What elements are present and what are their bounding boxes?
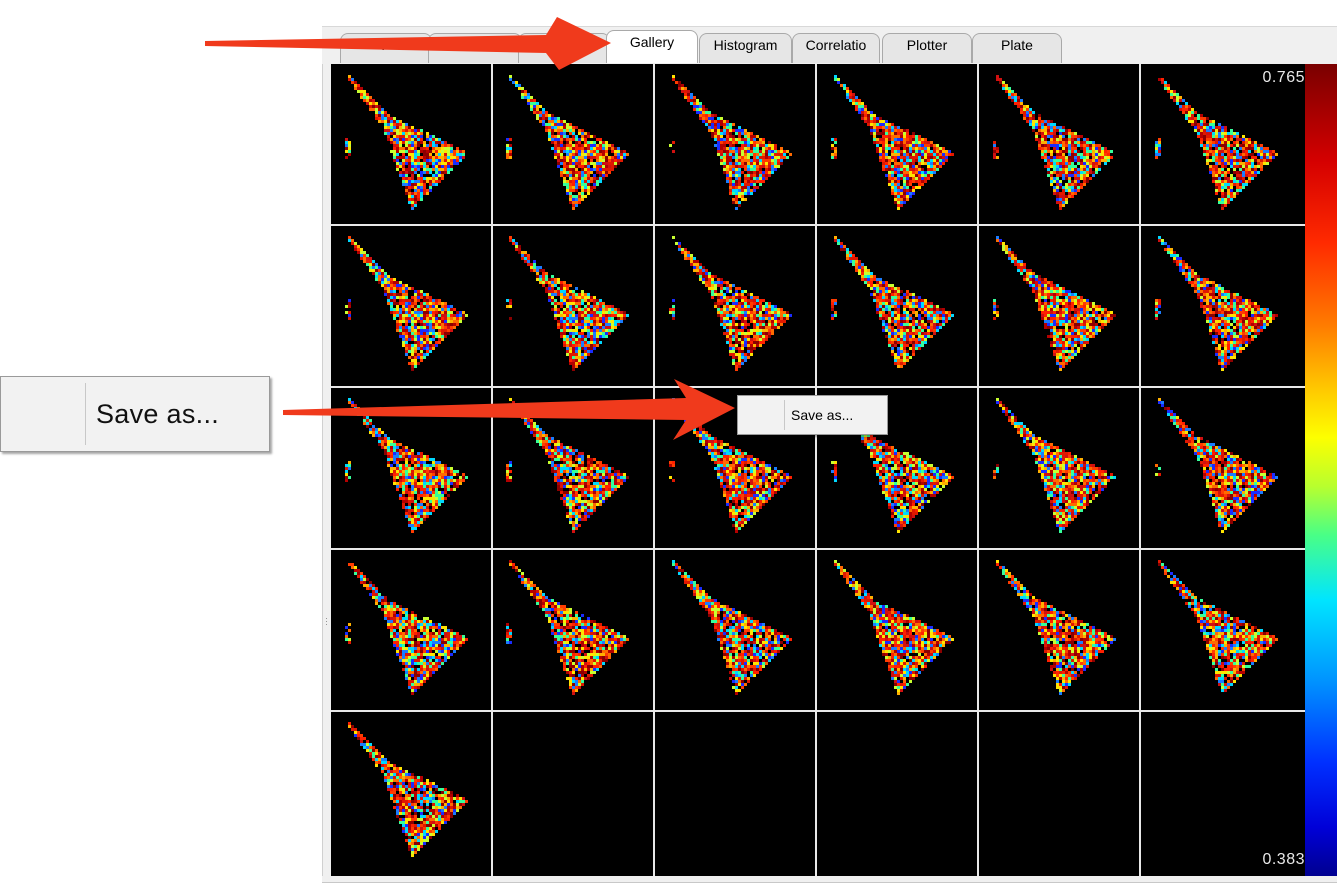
tab-1-label: P bbox=[381, 37, 391, 53]
gallery-image[interactable] bbox=[657, 227, 817, 387]
grid-vline bbox=[491, 64, 493, 876]
panel-left-border bbox=[322, 64, 332, 881]
tab-gallery[interactable]: Gallery bbox=[606, 30, 698, 63]
colorbar-max-label: 0.765 bbox=[1262, 69, 1305, 86]
cell-heatmap-image bbox=[669, 236, 792, 371]
gallery-image[interactable] bbox=[981, 551, 1141, 711]
cell-heatmap-image bbox=[506, 560, 629, 695]
tab-3[interactable] bbox=[518, 33, 610, 63]
cell-heatmap-image bbox=[345, 563, 468, 695]
tab-histogram-label: Histogram bbox=[713, 37, 778, 53]
cell-heatmap-image bbox=[506, 398, 629, 533]
cell-heatmap-image bbox=[831, 75, 954, 210]
cell-heatmap-image bbox=[348, 722, 468, 857]
cell-heatmap-image bbox=[1155, 78, 1278, 210]
cell-heatmap-image bbox=[506, 75, 629, 210]
grid-hline bbox=[331, 710, 1305, 712]
gallery-image[interactable] bbox=[494, 389, 654, 549]
gallery-image[interactable] bbox=[1143, 227, 1303, 387]
gallery-image[interactable] bbox=[333, 66, 493, 226]
menu-icon-separator bbox=[784, 400, 785, 430]
grid-hline bbox=[331, 386, 1305, 388]
cell-heatmap-image bbox=[345, 75, 465, 210]
tab-correlation[interactable]: Correlatio bbox=[792, 33, 880, 63]
gallery-image[interactable] bbox=[819, 66, 979, 226]
cell-heatmap-image bbox=[834, 560, 954, 695]
gallery-image[interactable] bbox=[333, 551, 493, 711]
tab-plate-label: Plate bbox=[1001, 37, 1033, 53]
gallery-image[interactable] bbox=[494, 66, 654, 226]
colorbar bbox=[1305, 64, 1337, 876]
cell-heatmap-image bbox=[669, 75, 792, 210]
cell-heatmap-image bbox=[996, 560, 1116, 695]
zoomed-save-as-menu-item: Save as... bbox=[96, 399, 220, 429]
grid-vline bbox=[977, 64, 979, 876]
cell-heatmap-image bbox=[345, 236, 468, 371]
tab-histogram[interactable]: Histogram bbox=[699, 33, 792, 63]
tab-strip: P Gallery Histogram Correlatio Plotter P… bbox=[322, 26, 1337, 65]
cell-heatmap-image bbox=[993, 398, 1116, 533]
tab-1[interactable]: P bbox=[340, 33, 432, 63]
cell-heatmap-image bbox=[831, 236, 954, 368]
cell-heatmap-image bbox=[506, 236, 629, 371]
cell-heatmap-image bbox=[993, 236, 1116, 371]
gallery-image[interactable] bbox=[1143, 389, 1303, 549]
gallery-image[interactable] bbox=[333, 713, 493, 873]
cell-heatmap-image bbox=[1155, 236, 1278, 371]
gallery-image[interactable] bbox=[819, 227, 979, 387]
gallery-image[interactable] bbox=[1143, 66, 1303, 226]
colorbar-min-label: 0.383 bbox=[1262, 851, 1305, 868]
tab-plotter[interactable]: Plotter bbox=[882, 33, 972, 63]
tab-gallery-label: Gallery bbox=[629, 34, 675, 50]
gallery-image[interactable] bbox=[333, 227, 493, 387]
gallery-image[interactable] bbox=[657, 551, 817, 711]
cell-heatmap-image bbox=[345, 398, 468, 533]
grid-vline bbox=[653, 64, 655, 876]
cell-heatmap-image bbox=[831, 398, 954, 533]
gallery-image[interactable] bbox=[981, 389, 1141, 549]
tab-plotter-label: Plotter bbox=[906, 37, 948, 53]
cell-heatmap-image bbox=[672, 560, 792, 695]
grid-hline bbox=[331, 224, 1305, 226]
gallery-image[interactable] bbox=[981, 227, 1141, 387]
gallery-image[interactable] bbox=[1143, 551, 1303, 711]
gallery-image[interactable] bbox=[494, 227, 654, 387]
gallery-image[interactable] bbox=[657, 66, 817, 226]
grid-hline bbox=[331, 548, 1305, 550]
tab-2[interactable] bbox=[428, 33, 522, 63]
cell-heatmap-image bbox=[993, 75, 1113, 210]
gallery-panel[interactable] bbox=[331, 64, 1305, 876]
zoomed-menu-icon-separator bbox=[85, 383, 86, 445]
panel-bottom-border bbox=[322, 876, 1337, 883]
gallery-image[interactable] bbox=[819, 551, 979, 711]
cell-heatmap-image bbox=[1155, 398, 1278, 533]
grid-vline bbox=[1139, 64, 1141, 876]
gallery-image[interactable] bbox=[819, 389, 979, 549]
tab-plate[interactable]: Plate bbox=[972, 33, 1062, 63]
splitter-grip[interactable]: · · · bbox=[325, 613, 328, 629]
zoomed-context-menu: Save as... bbox=[0, 376, 270, 452]
context-menu: Save as... bbox=[737, 395, 888, 435]
grid-vline bbox=[815, 64, 817, 876]
gallery-image[interactable] bbox=[981, 66, 1141, 226]
tab-correlation-label: Correlatio bbox=[805, 37, 867, 53]
gallery-image[interactable] bbox=[333, 389, 493, 549]
cell-heatmap-image bbox=[1158, 560, 1278, 692]
gallery-image[interactable] bbox=[494, 551, 654, 711]
save-as-menu-item[interactable]: Save as... bbox=[791, 407, 854, 423]
